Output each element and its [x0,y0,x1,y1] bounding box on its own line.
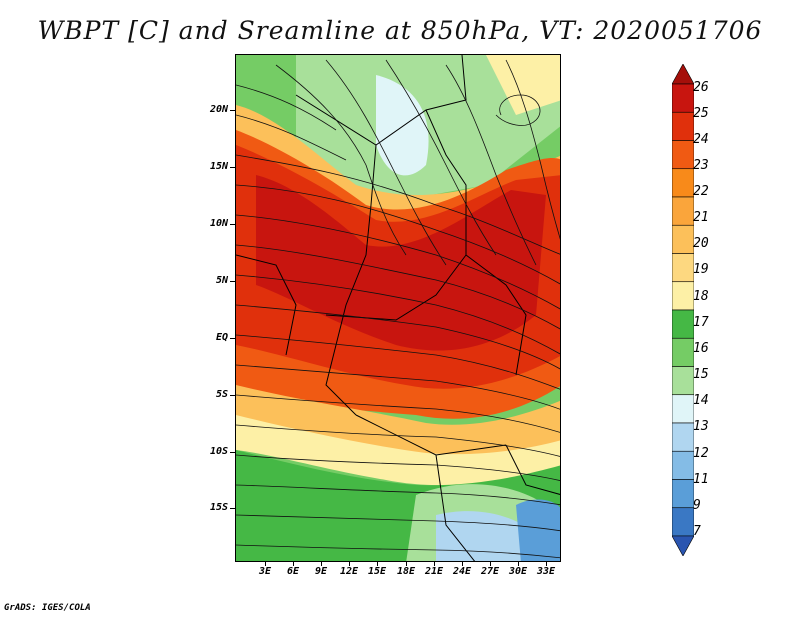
colorbar-segments [672,64,694,556]
lon-label-6e: 6E [286,566,300,577]
colorbar-segment [672,450,694,480]
lon-label-30e: 30E [508,566,528,577]
colorbar-segment [672,422,694,452]
lon-tick [434,562,435,566]
colorbar-segment [672,535,694,556]
lon-tick [293,562,294,566]
lat-tick [230,395,235,396]
south-pale-band [236,415,560,486]
streamlines [236,59,560,559]
lon-label-18e: 18E [396,566,416,577]
colorbar-segment [672,140,694,170]
lon-tick [462,562,463,566]
lat-label-eq: EQ [215,332,228,343]
south-blue [516,499,560,561]
colorbar-segment [672,168,694,198]
lon-label-24e: 24E [452,566,472,577]
colorbar-label-21: 21 [693,210,709,225]
colorbar-segment [672,196,694,226]
wbpt-field [236,55,560,561]
colorbar-label-18: 18 [693,289,709,304]
lat-tick [230,452,235,453]
lon-label-3e: 3E [258,566,272,577]
north-pale-cyan [376,75,429,176]
lon-label-12e: 12E [339,566,359,577]
lon-tick [518,562,519,566]
lat-label-15n: 15N [209,161,228,172]
lat-label-5n: 5N [215,275,228,286]
lon-label-15e: 15E [367,566,387,577]
borders [236,55,560,561]
lat-tick [230,167,235,168]
northeast-pale [486,55,560,115]
lat-tick [230,281,235,282]
lon-tick [377,562,378,566]
lat-tick [230,508,235,509]
colorbar-label-20: 20 [693,236,709,251]
colorbar-label-23: 23 [693,158,709,173]
colorbar-segment [672,83,694,113]
colorbar-label-16: 16 [693,341,709,356]
colorbar-label-24: 24 [693,132,709,147]
lat-tick [230,338,235,339]
colorbar-label-19: 19 [693,262,709,277]
lat-tick [230,224,235,225]
grads-credit: GrADS: IGES/COLA [4,603,91,613]
colorbar-segment [672,111,694,141]
colorbar-segment [672,366,694,396]
colorbar-label-13: 13 [693,419,709,434]
lon-label-33e: 33E [536,566,556,577]
lon-label-21e: 21E [424,566,444,577]
map-title: WBPT [C] and Sreamline at 850hPa, VT: 20… [37,16,763,45]
south-light-blue [436,511,536,561]
lon-tick [546,562,547,566]
colorbar-segment [672,253,694,283]
colorbar-label-12: 12 [693,446,709,461]
colorbar-label-26: 26 [693,80,709,95]
colorbar-label-7: 7 [693,524,701,539]
colorbar-label-14: 14 [693,393,709,408]
colorbar-label-17: 17 [693,315,709,330]
colorbar-segment [672,224,694,254]
colorbar-label-22: 22 [693,184,709,199]
colorbar-label-25: 25 [693,106,709,121]
lon-tick [265,562,266,566]
colorbar-segment [672,507,694,537]
lat-label-10s: 10S [209,446,228,457]
colorbar-segment [672,64,694,85]
colorbar-segment [672,281,694,311]
lat-label-10n: 10N [209,218,228,229]
lon-label-27e: 27E [480,566,500,577]
colorbar-segment [672,337,694,367]
lon-tick [349,562,350,566]
lon-tick [321,562,322,566]
colorbar-label-9: 9 [693,498,701,513]
lon-tick [490,562,491,566]
colorbar-label-11: 11 [693,472,709,487]
deep-red-core [256,175,546,351]
colorbar-segment [672,309,694,339]
map-panel [235,54,561,562]
colorbar [672,64,694,556]
lat-label-15s: 15S [209,502,228,513]
lat-label-20n: 20N [209,104,228,115]
colorbar-label-15: 15 [693,367,709,382]
lat-tick [230,110,235,111]
lon-label-9e: 9E [314,566,328,577]
colorbar-segment [672,394,694,424]
lat-label-5s: 5S [215,389,228,400]
lon-tick [406,562,407,566]
colorbar-segment [672,479,694,509]
